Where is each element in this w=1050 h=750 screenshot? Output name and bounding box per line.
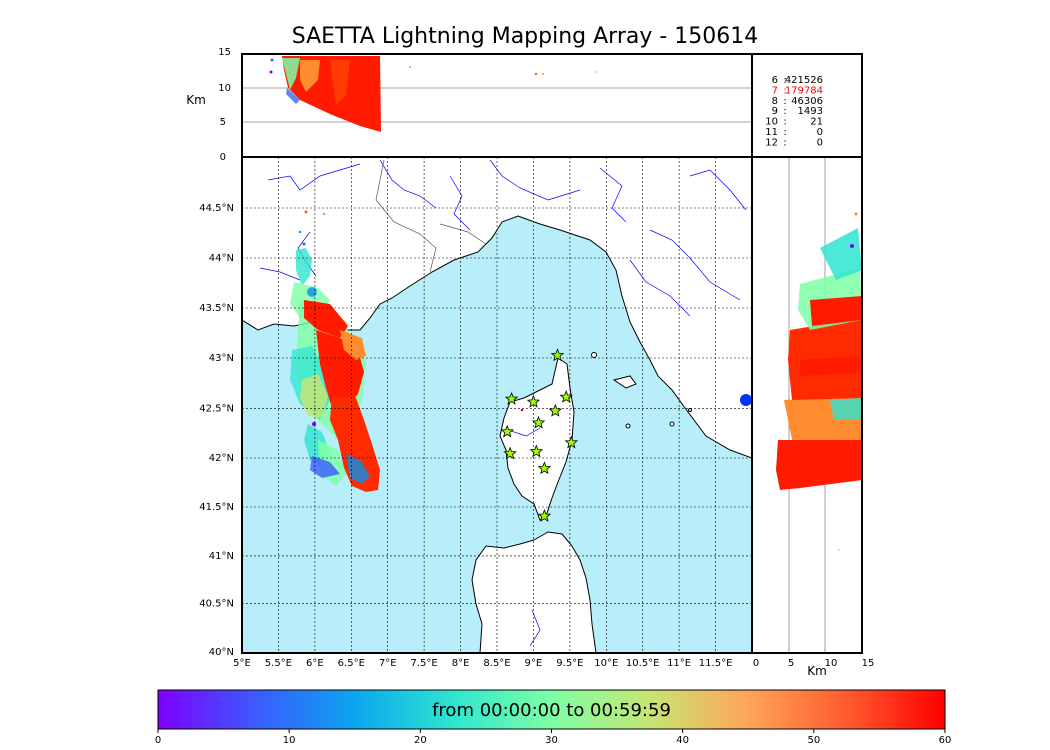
colorbar-time-range: from 00:00:00 to 00:59:59 xyxy=(432,700,671,721)
map-panel: 5°E 5.5°E 6°E 6.5°E 7°E 7.5°E 8°E 8.5°E … xyxy=(199,156,753,669)
stats-separator: : xyxy=(783,137,786,148)
stats-value: 1493 xyxy=(798,106,823,117)
latitude-altitude-scatter xyxy=(776,157,862,653)
altitude-ytick-10: 10 xyxy=(218,83,231,94)
stats-value: 21 xyxy=(810,117,823,128)
sardinia xyxy=(471,531,597,653)
lon-tick-label: 11°E xyxy=(667,658,691,669)
lon-tick-label: 7°E xyxy=(379,658,397,669)
corsica xyxy=(499,357,575,521)
stats-separator: : xyxy=(783,106,786,117)
lat-tick-label: 43°N xyxy=(209,353,234,364)
stats-separator: : xyxy=(783,85,786,96)
colorbar-tick-label: 40 xyxy=(676,735,689,746)
stats-label: 12 xyxy=(765,137,778,148)
stats-value: 0 xyxy=(817,137,823,148)
stats-label: 10 xyxy=(765,117,778,128)
station-star-icon xyxy=(559,389,573,403)
colorbar-ticks: 0 10 20 30 40 50 60 xyxy=(155,729,952,746)
lon-tick-label: 6°E xyxy=(306,658,324,669)
lon-tick-label: 6.5°E xyxy=(338,658,365,669)
colorbar-bar xyxy=(157,689,946,730)
lon-tick-label: 10.5°E xyxy=(626,658,660,669)
station-star-icon xyxy=(526,394,541,408)
lon-tick-labels: 5°E 5.5°E 6°E 6.5°E 7°E 7.5°E 8°E 8.5°E … xyxy=(233,658,732,669)
lon-tick-label: 8.5°E xyxy=(483,658,510,669)
lat-tick-labels: 40°N 40.5°N 41°N 41.5°N 42°N 42.5°N 43°N… xyxy=(199,203,234,658)
stats-separator: : xyxy=(783,75,786,86)
graticule xyxy=(242,157,752,653)
stations xyxy=(500,348,579,522)
lon-tick-label: 5.5°E xyxy=(265,658,292,669)
altitude-ytick-15: 15 xyxy=(218,47,231,58)
lon-tick-label: 8°E xyxy=(452,658,470,669)
right-xtick-10: 10 xyxy=(825,658,838,669)
stats-value: 0 xyxy=(817,127,823,138)
altitude-ytick-5: 5 xyxy=(220,117,226,128)
chart-title: SAETTA Lightning Mapping Array - 150614 xyxy=(291,24,759,49)
colorbar-tick-label: 0 xyxy=(155,735,161,746)
colorbar-tick-label: 20 xyxy=(414,735,427,746)
altitude-ylabel: Km xyxy=(186,93,206,107)
right-xlabel: Km xyxy=(807,664,827,678)
lat-tick-label: 40°N xyxy=(209,647,234,658)
lon-tick-label: 9.5°E xyxy=(556,658,583,669)
station-star-icon xyxy=(529,444,544,458)
right-xtick-0: 0 xyxy=(753,658,759,669)
colorbar: 0 10 20 30 40 50 60 xyxy=(155,689,952,746)
right-xtick-15: 15 xyxy=(862,658,875,669)
lat-tick-label: 41.5°N xyxy=(199,502,234,513)
stats-value: 179784 xyxy=(785,85,823,96)
lat-tick-label: 40.5°N xyxy=(199,599,234,610)
altitude-panel: 0 5 10 15 Km xyxy=(186,47,753,163)
station-star-icon xyxy=(548,403,563,417)
right-xtick-5: 5 xyxy=(788,658,794,669)
lat-tick-label: 44°N xyxy=(209,253,234,264)
lon-tick-label: 7.5°E xyxy=(410,658,437,669)
station-star-icon xyxy=(550,348,565,362)
lon-tick-label: 5°E xyxy=(233,658,251,669)
colorbar-tick-label: 10 xyxy=(283,735,296,746)
stats-separator: : xyxy=(783,127,786,138)
marker-blue xyxy=(740,394,752,406)
lat-tick-label: 42°N xyxy=(209,453,234,464)
station-star-icon xyxy=(504,391,519,405)
stats-label: 9 xyxy=(772,106,778,117)
lat-tick-label: 41°N xyxy=(209,551,234,562)
stats-label: 11 xyxy=(765,127,778,138)
station-star-icon xyxy=(500,424,514,438)
altitude-ytick-0: 0 xyxy=(220,152,226,163)
lon-tick-label: 9°E xyxy=(525,658,543,669)
lat-tick-label: 42.5°N xyxy=(199,403,234,414)
lightning-scatter-map xyxy=(290,210,524,492)
lat-tick-label: 44.5°N xyxy=(199,203,234,214)
lon-tick-label: 10°E xyxy=(594,658,618,669)
station-star-icon xyxy=(503,446,517,460)
stats-separator: : xyxy=(783,117,786,128)
colorbar-tick-label: 60 xyxy=(939,735,952,746)
station-star-icon xyxy=(537,509,552,522)
station-star-icon xyxy=(564,435,579,449)
station-star-icon xyxy=(537,461,552,475)
stats-rows: 6:4215267:1797848:463069:149310:2111:012… xyxy=(765,75,823,148)
latitude-altitude-panel: 0 5 10 15 Km xyxy=(751,156,875,678)
stats-label: 6 xyxy=(772,75,778,86)
lon-tick-label: 11.5°E xyxy=(699,658,733,669)
stats-separator: : xyxy=(783,96,786,107)
stats-value: 421526 xyxy=(785,75,823,86)
station-star-icon xyxy=(531,415,546,429)
borders xyxy=(375,159,487,273)
stats-panel: 6:4215267:1797848:463069:149310:2111:012… xyxy=(751,53,863,158)
stats-value: 46306 xyxy=(791,96,823,107)
stats-label: 8 xyxy=(772,96,778,107)
colorbar-tick-label: 30 xyxy=(545,735,558,746)
colorbar-tick-label: 50 xyxy=(807,735,820,746)
altitude-scatter xyxy=(242,54,752,132)
lat-tick-label: 43.5°N xyxy=(199,303,234,314)
stats-label: 7 xyxy=(772,85,778,96)
